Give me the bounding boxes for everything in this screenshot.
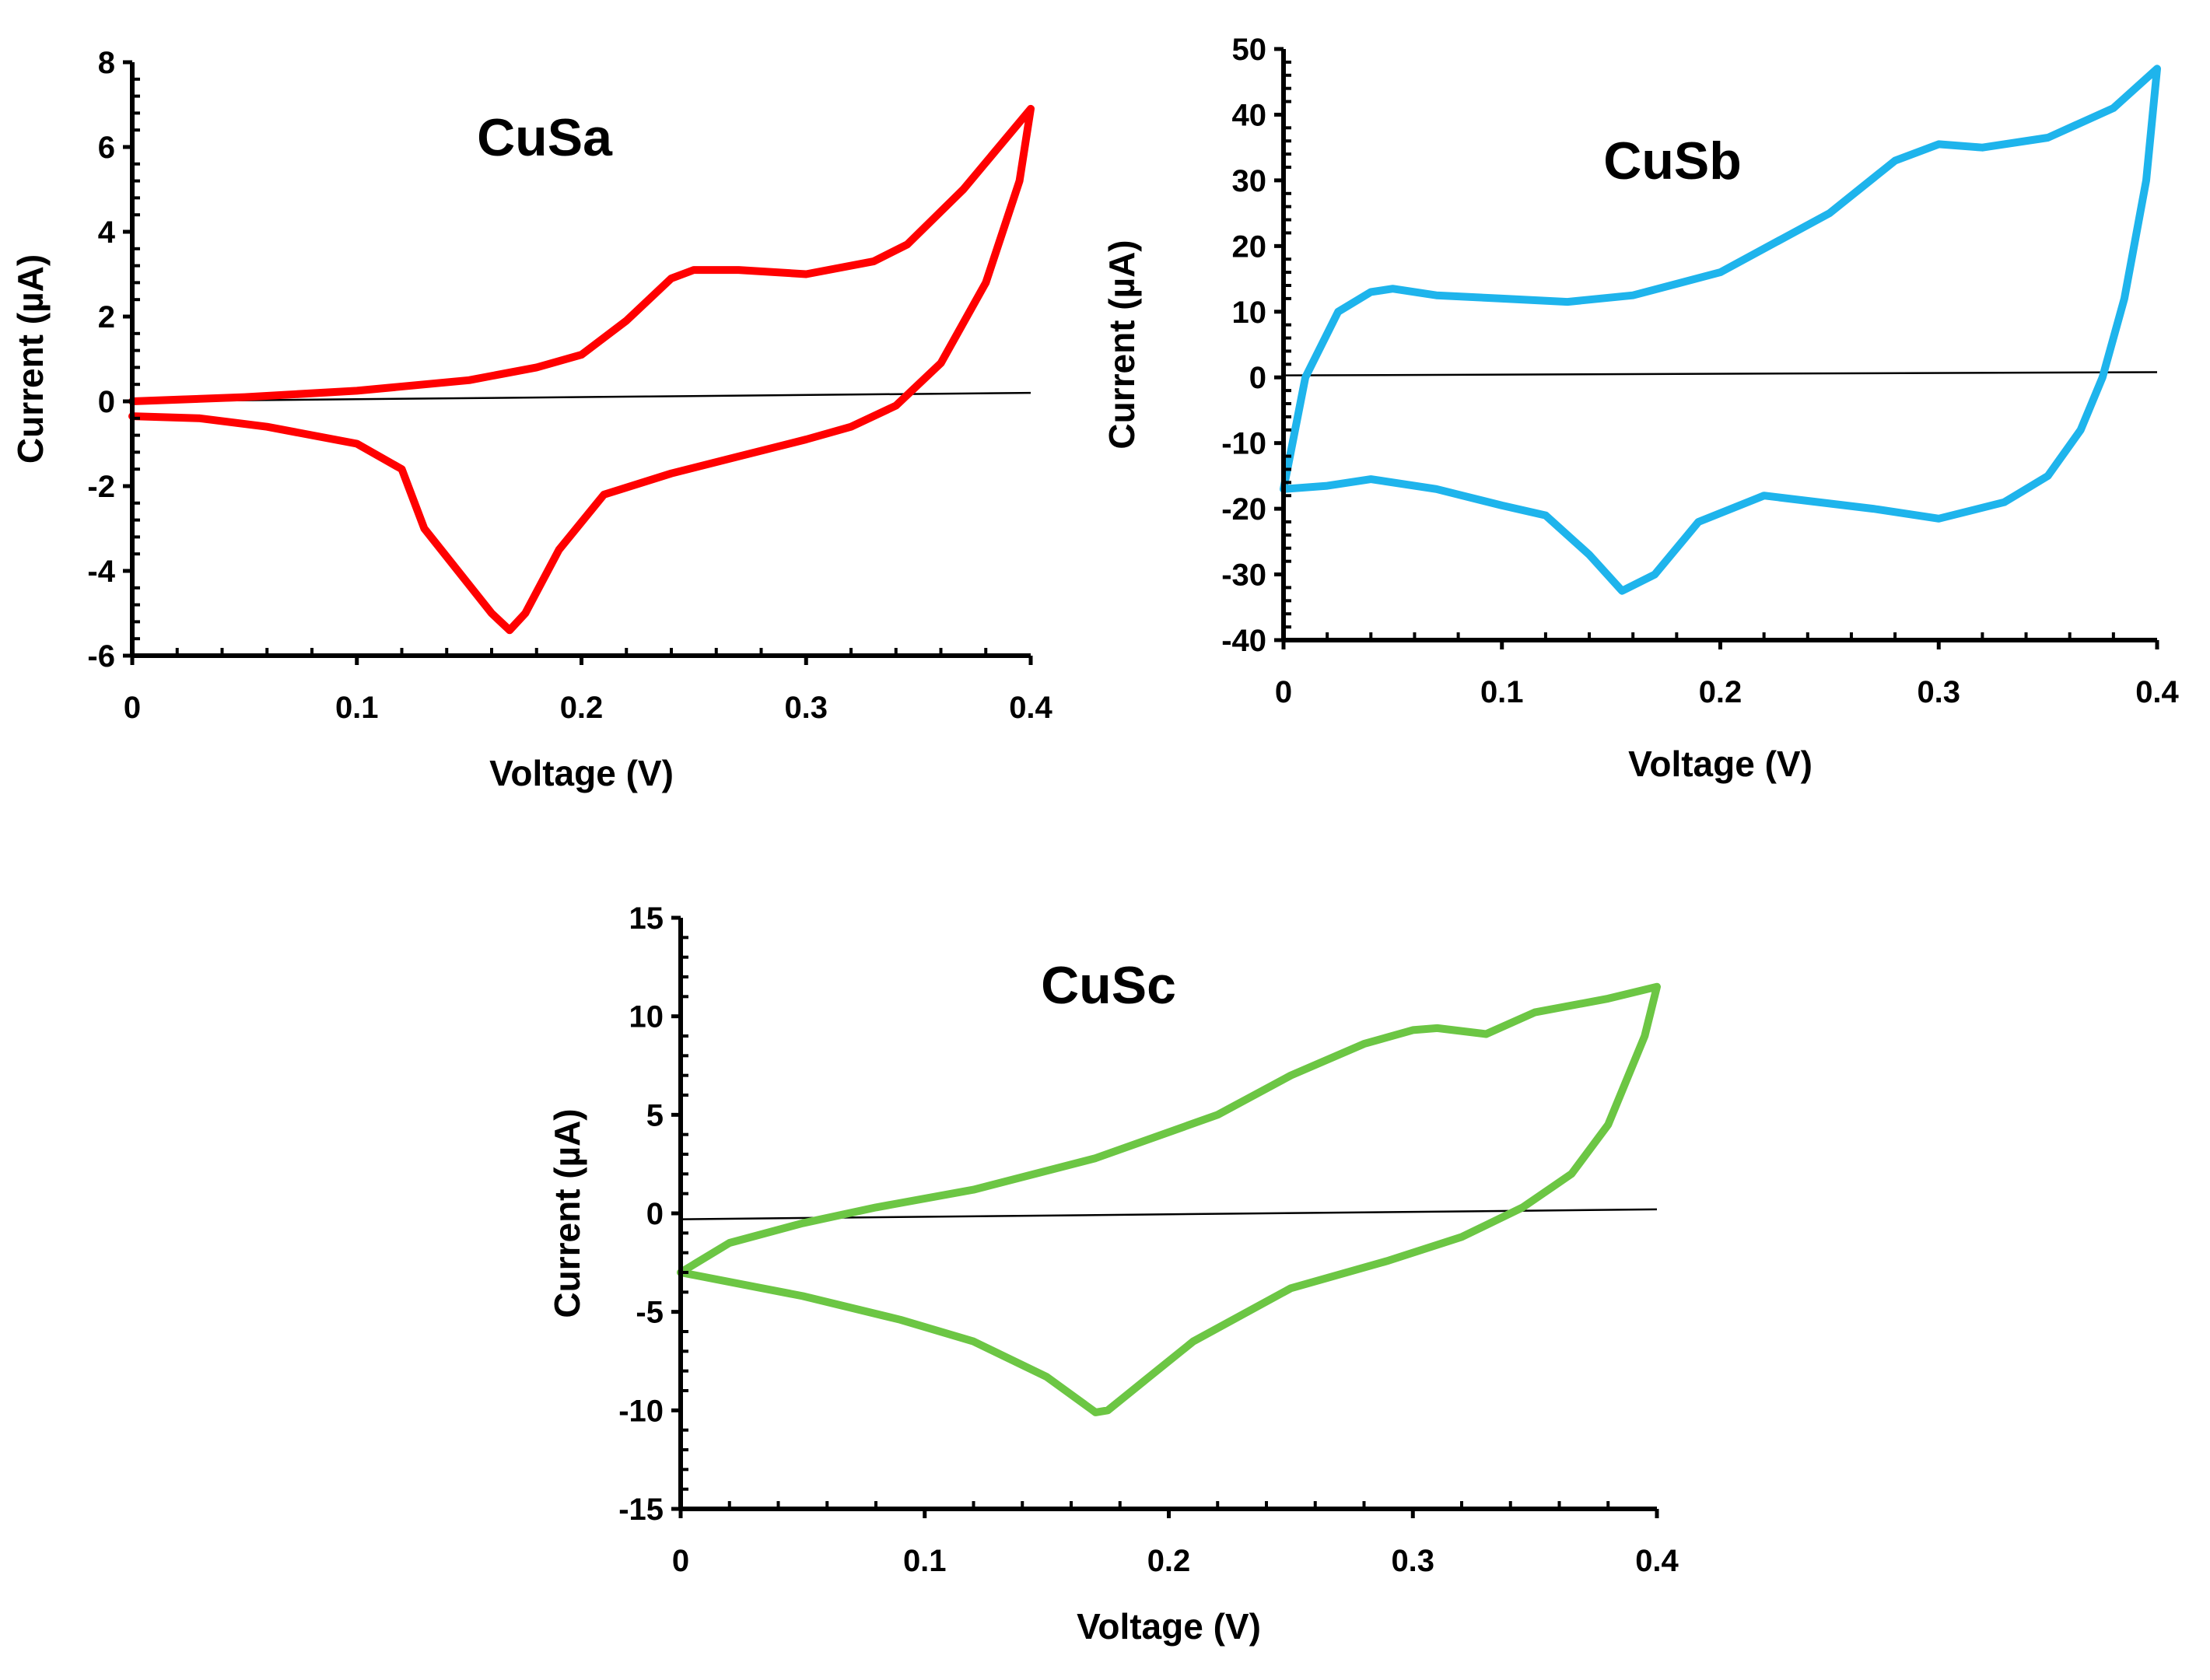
x-tick-label: 0.4 bbox=[1009, 691, 1052, 725]
x-tick-label: 0 bbox=[1275, 675, 1292, 709]
x-axis-label: Voltage (V) bbox=[1628, 744, 1812, 784]
y-axis-label: Current (µA) bbox=[10, 254, 51, 464]
x-tick-label: 0 bbox=[672, 1544, 689, 1578]
x-tick-label: 0.3 bbox=[784, 691, 828, 725]
chart-title: CuSb bbox=[1603, 131, 1742, 191]
x-tick-label: 0.1 bbox=[1480, 675, 1524, 709]
y-tick-label: 0 bbox=[1249, 361, 1266, 395]
x-tick-label: 0.2 bbox=[1699, 675, 1742, 709]
y-tick-label: 4 bbox=[98, 215, 116, 250]
y-tick-label: 10 bbox=[629, 1000, 664, 1034]
x-axis-label: Voltage (V) bbox=[489, 753, 674, 793]
y-tick-label: -20 bbox=[1221, 492, 1266, 527]
chart-panel-cusa: -6 -4 -2 0 2 4 6 8 0 0.1 0.2 0.3 0.4 CuSa Voltage (V) C… bbox=[10, 46, 1053, 793]
chart-title: CuSc bbox=[1041, 956, 1176, 1015]
y-tick-label: -5 bbox=[636, 1296, 664, 1330]
y-tick-label: 20 bbox=[1232, 229, 1267, 264]
y-axis-label: Current (µA) bbox=[1101, 240, 1142, 449]
series-line-cusb bbox=[1280, 65, 2161, 595]
x-tick-label: 0.2 bbox=[1147, 1544, 1191, 1578]
x-tick-label: 0 bbox=[124, 691, 141, 725]
y-tick-label: 40 bbox=[1232, 98, 1267, 132]
x-tick-label: 0.4 bbox=[1635, 1544, 1679, 1578]
y-tick-label: -4 bbox=[87, 555, 115, 589]
x-tick-label: 0.4 bbox=[2135, 675, 2179, 709]
y-tick-label: 50 bbox=[1232, 33, 1267, 67]
y-tick-label: -6 bbox=[87, 639, 115, 674]
y-tick-label: 15 bbox=[629, 901, 664, 936]
y-tick-label: -15 bbox=[618, 1493, 664, 1527]
y-tick-label: 0 bbox=[98, 385, 115, 419]
chart-panel-cusb: -40 -30 -20 -10 0 10 20 30 40 50 0 0.1 0.2 0.3 0.4 CuSb… bbox=[1101, 33, 2180, 784]
x-tick-label: 0.1 bbox=[903, 1544, 947, 1578]
y-tick-label: 10 bbox=[1232, 296, 1267, 330]
y-tick-label: -40 bbox=[1221, 624, 1266, 658]
series-line-cusa bbox=[128, 104, 1035, 635]
y-tick-label: 30 bbox=[1232, 164, 1267, 198]
y-axis-label: Current (µA) bbox=[547, 1108, 587, 1318]
y-tick-label: 5 bbox=[646, 1098, 664, 1132]
y-tick-label: 2 bbox=[98, 300, 115, 334]
chart-panel-cusc: -15 -10 -5 0 5 10 15 0 0.1 0.2 0.3 0.4 CuSc Voltage (… bbox=[547, 901, 1679, 1647]
baseline-line bbox=[131, 391, 1031, 403]
y-tick-label: -10 bbox=[1221, 427, 1266, 461]
x-tick-label: 0.1 bbox=[335, 691, 379, 725]
x-tick-label: 0.3 bbox=[1391, 1544, 1434, 1578]
y-tick-label: 0 bbox=[646, 1197, 664, 1231]
y-tick-label: -10 bbox=[618, 1394, 664, 1428]
y-tick-label: 6 bbox=[98, 131, 115, 165]
y-tick-label: -30 bbox=[1221, 558, 1266, 593]
baseline-line bbox=[1283, 371, 2158, 376]
series-line-cusc bbox=[677, 982, 1661, 1416]
x-tick-label: 0.3 bbox=[1917, 675, 1960, 709]
y-tick-label: -2 bbox=[87, 470, 115, 504]
x-tick-label: 0.2 bbox=[560, 691, 604, 725]
y-tick-label: 8 bbox=[98, 46, 115, 80]
x-axis-label: Voltage (V) bbox=[1077, 1606, 1261, 1647]
chart-title: CuSa bbox=[477, 108, 613, 167]
